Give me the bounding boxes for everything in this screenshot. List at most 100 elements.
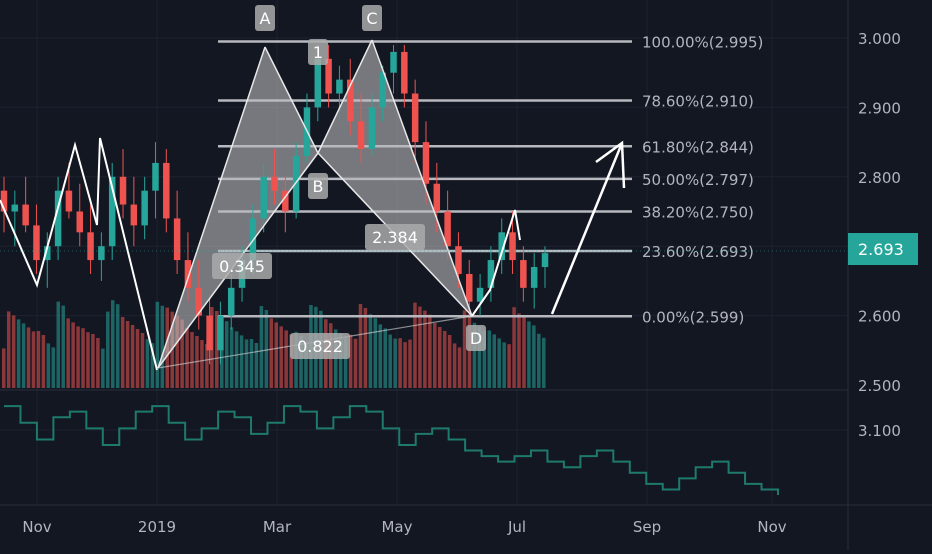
ratio-badge-1 — [365, 224, 425, 250]
point-badge-1 — [308, 39, 328, 65]
time-tick-5: Sep — [633, 518, 661, 536]
volume-bar — [467, 314, 472, 388]
volume-bar — [71, 322, 75, 388]
volume-bar — [229, 327, 234, 388]
ratio-badge-0 — [212, 253, 272, 279]
candle-body — [184, 260, 192, 288]
price-axis[interactable]: 3.000 2.900 2.800 2.600 2.500 2.693 3.100 — [0, 0, 918, 550]
candle-body — [44, 246, 51, 261]
volume-bar — [393, 338, 397, 388]
candle-body — [54, 190, 62, 247]
volume-bar — [433, 323, 437, 388]
volume-bar — [125, 321, 130, 388]
volume-bar — [472, 322, 477, 388]
candle-body — [336, 79, 343, 94]
point-label-D: D — [470, 329, 482, 348]
volume-bar — [497, 338, 501, 388]
volume-bar — [482, 330, 487, 388]
indicator-path — [4, 405, 779, 495]
volume-bar — [537, 333, 541, 388]
volume-bar — [61, 305, 65, 388]
ratio-label-0: 0.345 — [219, 257, 265, 276]
indicator-tick: 3.100 — [858, 422, 901, 440]
volume-bar — [46, 343, 51, 388]
candle-body — [541, 253, 549, 268]
volume-bar — [423, 310, 427, 388]
candle-body — [249, 218, 257, 261]
point-label-B: B — [313, 177, 324, 196]
point-badge-D — [466, 325, 486, 351]
candle-body — [411, 93, 419, 143]
volume-bar — [517, 313, 521, 388]
volume-bar — [398, 338, 402, 388]
volume-bar — [185, 328, 189, 388]
point-badge-A — [255, 5, 275, 31]
volume-bar — [428, 314, 432, 388]
volume-bar — [383, 328, 387, 388]
volume-bar — [160, 305, 165, 388]
volume-bar — [220, 317, 224, 388]
volume-bar — [338, 333, 343, 388]
pattern-outline — [0, 39, 521, 371]
fib-level-label-1: 78.60%(2.910) — [642, 92, 754, 110]
volume-bar — [532, 325, 536, 388]
volume-bar — [224, 321, 229, 388]
volume-bar — [413, 302, 417, 388]
time-tick-1: 2019 — [138, 518, 176, 536]
current-price-label: 2.693 — [858, 240, 904, 259]
volume-bar — [215, 311, 219, 388]
candle-body — [119, 176, 127, 205]
candle-body — [22, 204, 29, 226]
candle-body — [98, 246, 105, 261]
volume-bar — [135, 329, 140, 388]
candle-body — [368, 107, 376, 150]
volume-bar — [457, 347, 462, 388]
volume-bar — [348, 334, 353, 388]
pattern-triangle-xab — [158, 47, 318, 368]
volume-bar — [91, 334, 95, 388]
volume-bar — [408, 339, 412, 388]
volume-bar — [304, 342, 308, 388]
volume-bar — [487, 330, 492, 388]
volume-bar — [111, 300, 115, 388]
volume-bar — [150, 343, 155, 388]
candle-body — [206, 315, 213, 351]
volume-bar — [145, 339, 150, 388]
volume-bar — [418, 306, 422, 388]
volume-bar — [447, 335, 452, 388]
volume-bar — [66, 318, 70, 388]
candle-body — [466, 273, 473, 302]
fib-level-label-6: 0.00%(2.599) — [642, 308, 744, 326]
point-badge-B — [308, 173, 328, 199]
time-tick-0: Nov — [22, 518, 51, 536]
pattern-edge-1 — [264, 46, 319, 154]
volume-bar — [403, 342, 407, 388]
volume-bar — [249, 339, 254, 388]
fib-level-label-4: 38.20%(2.750) — [642, 204, 754, 222]
volume-bar — [363, 308, 368, 388]
point-label-C: C — [366, 9, 377, 28]
price-tick-0: 3.000 — [858, 30, 901, 48]
volume-bar — [244, 339, 249, 388]
volume-bar — [56, 301, 60, 388]
candle-body — [292, 155, 300, 212]
volume-bar — [502, 342, 506, 388]
volume-bar — [51, 347, 56, 388]
pattern-edge-0 — [157, 46, 266, 369]
candle-body — [163, 162, 170, 219]
candle-body — [0, 190, 8, 212]
volume-bar — [522, 317, 526, 388]
volume-bar — [274, 322, 278, 388]
volume-bar — [41, 335, 46, 388]
volume-bar — [101, 348, 105, 388]
pattern-edge-3 — [371, 39, 473, 317]
volume-bar — [492, 334, 496, 388]
time-axis[interactable]: Nov 2019 Mar May Jul Sep Nov — [0, 504, 932, 536]
volume-bar — [269, 318, 274, 388]
volume-bar — [279, 326, 283, 388]
volume-bar — [36, 331, 41, 388]
candle-body — [498, 232, 505, 261]
